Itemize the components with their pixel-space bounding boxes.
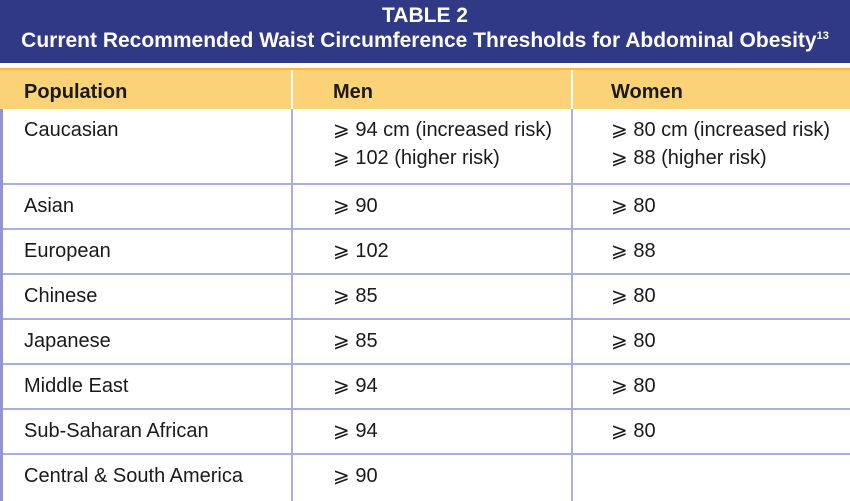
- cell-men-text: ⩾ 90: [333, 195, 378, 217]
- table-title: Current Recommended Waist Circumference …: [0, 28, 850, 54]
- cell-population-text: Central & South America: [24, 465, 243, 487]
- table-number: TABLE 2: [382, 4, 468, 27]
- cell-population-text: Chinese: [24, 285, 98, 307]
- cell-women-text: ⩾ 88: [611, 240, 656, 262]
- cell-women-text: ⩾ 80: [611, 285, 656, 307]
- cell-population-text: Middle East: [24, 375, 129, 397]
- table-title-bar: TABLE 2 Current Recommended Waist Circum…: [0, 0, 850, 63]
- cell-women: ⩾ 80: [611, 282, 656, 310]
- column-divider: [571, 109, 573, 501]
- cell-women-text: ⩾ 88 (higher risk): [611, 147, 767, 169]
- cell-population: European: [24, 237, 111, 265]
- cell-women: ⩾ 80: [611, 372, 656, 400]
- cell-population: Japanese: [24, 327, 111, 355]
- table-row: Asian ⩾ 90 ⩾ 80: [3, 185, 850, 230]
- cell-men-text: ⩾ 85: [333, 285, 378, 307]
- cell-population: Asian: [24, 192, 74, 220]
- cell-population: Middle East: [24, 372, 129, 400]
- cell-women: ⩾ 88: [611, 237, 656, 265]
- header-divider: [291, 70, 293, 111]
- cell-men: ⩾ 94: [333, 417, 378, 445]
- cell-women-text: ⩾ 80: [611, 330, 656, 352]
- cell-population-text: Asian: [24, 195, 75, 217]
- table-row: Middle East ⩾ 94 ⩾ 80: [3, 365, 850, 410]
- cell-population: Caucasian: [24, 116, 119, 144]
- cell-men: ⩾ 90: [333, 192, 378, 220]
- table-row: Chinese ⩾ 85 ⩾ 80: [3, 275, 850, 320]
- cell-women: ⩾ 80: [611, 417, 656, 445]
- table-body: Caucasian ⩾ 94 cm (increased risk) ⩾ 102 (…: [0, 109, 850, 501]
- cell-men-text: ⩾ 90: [333, 465, 378, 487]
- cell-women: ⩾ 80: [611, 192, 656, 220]
- cell-men-text: ⩾ 94: [333, 420, 378, 442]
- thresholds-table: Population Men Women Caucasian ⩾ 94 cm (i…: [0, 63, 850, 501]
- header-divider: [571, 70, 573, 111]
- cell-men: ⩾ 102: [333, 237, 389, 265]
- table-row: Japanese ⩾ 85 ⩾ 80: [3, 320, 850, 365]
- cell-population-text: Sub-Saharan African: [24, 420, 209, 442]
- cell-population-text: European: [24, 240, 111, 262]
- cell-men: ⩾ 90: [333, 462, 378, 490]
- header-population: Population: [24, 81, 128, 103]
- cell-men-text: ⩾ 94: [333, 375, 378, 397]
- header-men: Men: [333, 81, 373, 103]
- cell-men: ⩾ 94 cm (increased risk) ⩾ 102 (higher ri…: [333, 116, 552, 172]
- table-header-row: Population Men Women: [0, 68, 850, 111]
- cell-population: Chinese: [24, 282, 97, 310]
- cell-men-text: ⩾ 85: [333, 330, 378, 352]
- cell-men-text: ⩾ 102: [333, 240, 389, 262]
- reference-superscript: 13: [816, 30, 829, 42]
- table-row: Caucasian ⩾ 94 cm (increased risk) ⩾ 102 (…: [3, 109, 850, 185]
- cell-men: ⩾ 85: [333, 282, 378, 310]
- table-row: Central & South America ⩾ 90: [3, 455, 850, 501]
- cell-population: Sub-Saharan African: [24, 417, 209, 445]
- cell-population-text: Japanese: [24, 330, 111, 352]
- table-row: Sub-Saharan African ⩾ 94 ⩾ 80: [3, 410, 850, 455]
- cell-women: ⩾ 80: [611, 327, 656, 355]
- cell-population-text: Caucasian: [24, 119, 119, 141]
- table-title-text: Current Recommended Waist Circumference …: [21, 29, 817, 52]
- cell-men-text: ⩾ 94 cm (increased risk): [333, 119, 553, 141]
- cell-men: ⩾ 85: [333, 327, 378, 355]
- table-row: European ⩾ 102 ⩾ 88: [3, 230, 850, 275]
- cell-women-text: ⩾ 80 cm (increased risk): [611, 119, 831, 141]
- cell-men-text: ⩾ 102 (higher risk): [333, 147, 500, 169]
- column-divider: [291, 109, 293, 501]
- cell-population: Central & South America: [24, 462, 243, 490]
- cell-men: ⩾ 94: [333, 372, 378, 400]
- header-women: Women: [611, 81, 683, 103]
- cell-women-text: ⩾ 80: [611, 375, 656, 397]
- cell-women-text: ⩾ 80: [611, 195, 656, 217]
- cell-women-text: ⩾ 80: [611, 420, 656, 442]
- cell-women: ⩾ 80 cm (increased risk) ⩾ 88 (higher ris…: [611, 116, 830, 172]
